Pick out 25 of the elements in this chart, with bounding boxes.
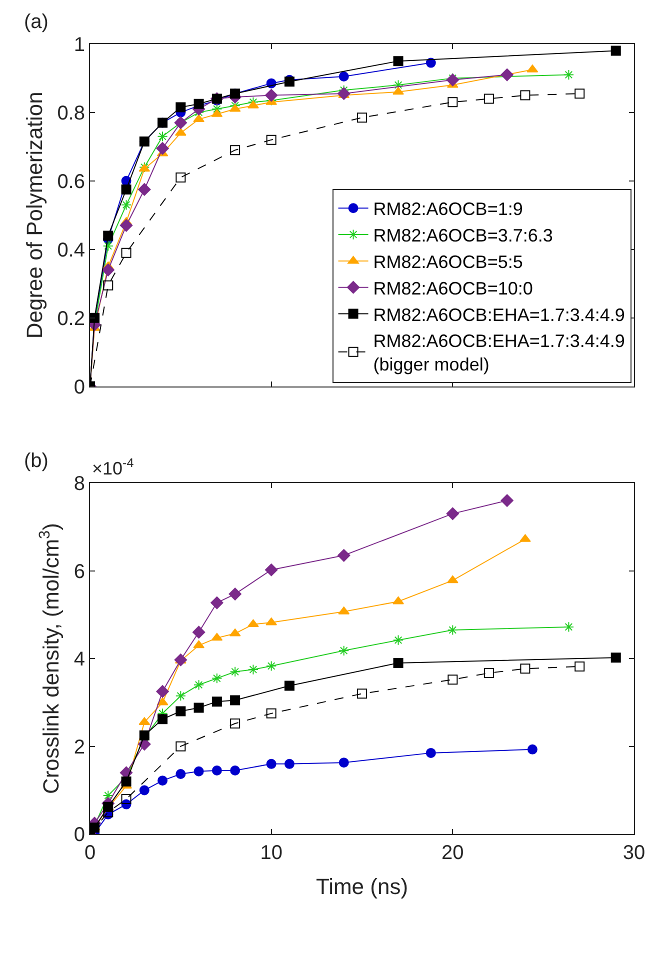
legend-label: RM82:A6OCB=1:9 — [373, 199, 523, 220]
legend-label: RM82:A6OCB:EHA=1.7:3.4:4.9 — [373, 304, 625, 325]
x-tick-label: 10 — [260, 842, 282, 864]
legend-label: RM82:A6OCB=10:0 — [373, 278, 533, 298]
text: ×10$^{-4}$ — [92, 456, 134, 479]
y-tick-label: 6 — [74, 560, 85, 583]
text: (b) — [24, 450, 48, 472]
y-tick-label: 2 — [74, 736, 85, 758]
y-tick-label: 0.2 — [57, 308, 85, 330]
y-tick-label: 8 — [74, 472, 85, 495]
legend-label: RM82:A6OCB=3.7:6.3 — [373, 226, 553, 246]
text: (a) — [24, 11, 48, 33]
y-axis-title: Degree of Polymerization — [22, 92, 47, 339]
legend-label: RM82:A6OCB:EHA=1.7:3.4:4.9 (bigger model) — [373, 331, 625, 375]
y-tick-label: 0.6 — [57, 170, 85, 193]
x-axis-title: Time (ns) — [316, 874, 408, 900]
y-tick-label: 1 — [74, 34, 85, 56]
y-tick-label: 0.8 — [57, 102, 85, 124]
x-tick-label: 20 — [442, 842, 464, 864]
y-tick-label: 4 — [74, 648, 85, 671]
y-tick-label: 0.4 — [57, 239, 85, 262]
x-tick-label: 30 — [622, 842, 646, 864]
y-tick-label: 0 — [74, 376, 85, 398]
y-tick-label: 0 — [74, 824, 85, 846]
legend-label: RM82:A6OCB=5:5 — [373, 252, 523, 272]
